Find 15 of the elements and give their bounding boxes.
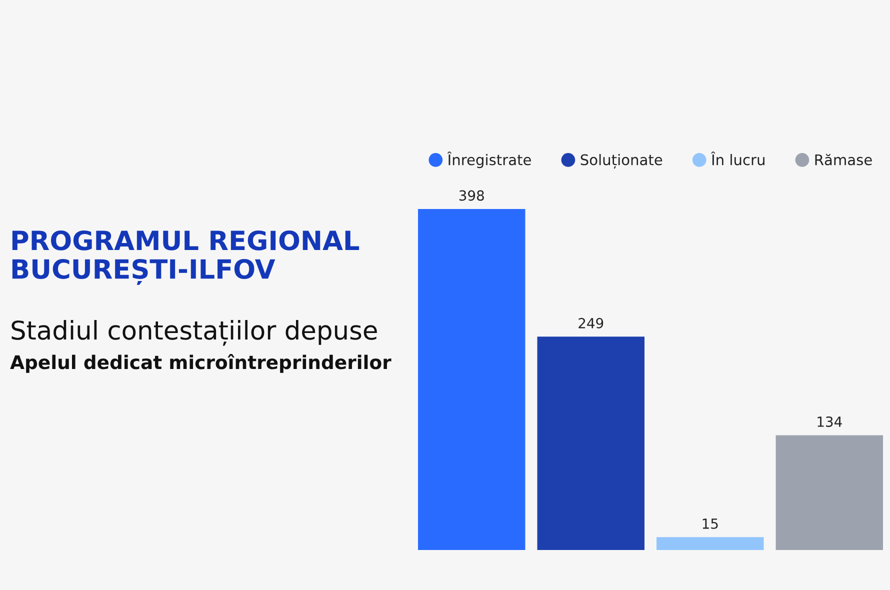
data-label: 134 bbox=[818, 416, 842, 427]
legend-label: Rămase bbox=[815, 154, 872, 166]
bar bbox=[418, 209, 526, 550]
data-label: 249 bbox=[578, 318, 604, 328]
text: PROGRAMUL REGIONAL BUCUREȘTI-ILFOV bbox=[12, 230, 360, 285]
legend-label: Soluționate bbox=[580, 154, 662, 169]
bar bbox=[776, 435, 883, 550]
legend-label: În lucru bbox=[711, 152, 764, 166]
data-label: 15 bbox=[702, 518, 718, 529]
annotation: Apelul dedicat microîntreprinderilor bbox=[10, 354, 392, 373]
legend-label: Înregistrate bbox=[447, 152, 531, 168]
bar bbox=[656, 537, 764, 550]
text: Stadiul contestațiilor depuse bbox=[12, 320, 377, 346]
data-label: 398 bbox=[459, 190, 484, 201]
bar bbox=[537, 336, 644, 550]
